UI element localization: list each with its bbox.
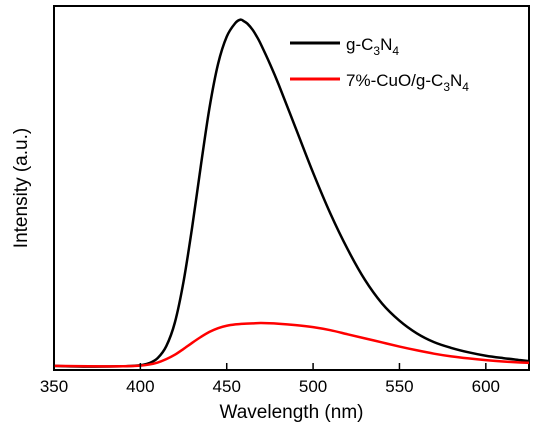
y-axis-title: Intensity (a.u.) [11,128,32,248]
legend-label-g-c3n4: g-C3N4 [346,35,399,58]
x-axis-tick-labels: 350 400 450 500 550 600 [40,377,500,396]
series-line-g-c3n4 [53,18,530,368]
x-tick-label-450: 450 [213,377,241,396]
x-tick-label-350: 350 [40,377,68,396]
x-tick-label-600: 600 [472,377,500,396]
x-axis-title: Wavelength (nm) [220,402,364,423]
plot-frame [53,5,530,371]
x-tick-label-400: 400 [126,377,154,396]
legend-label-cuo-g-c3n4: 7%-CuO/g-C3N4 [346,71,469,94]
plot-lines [53,18,530,368]
legend: g-C3N4 7%-CuO/g-C3N4 [290,35,469,94]
x-axis-ticks [53,363,487,370]
x-tick-label-500: 500 [299,377,327,396]
x-tick-label-550: 550 [385,377,413,396]
series-line-cuo-g-c3n4 [53,321,530,368]
